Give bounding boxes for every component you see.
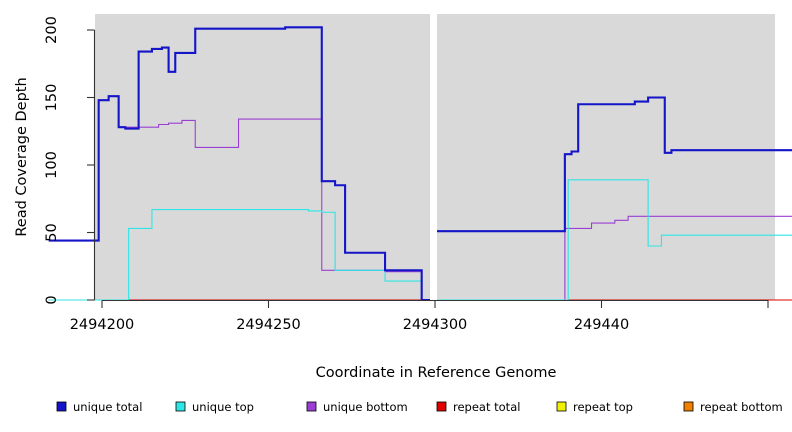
x-tick-label: 249440 xyxy=(574,317,629,333)
series-unique-total xyxy=(48,26,432,302)
legend: unique total unique top unique bottom repea… xyxy=(56,400,783,414)
legend-label: repeat total xyxy=(453,400,520,414)
y-tick-label: 50 xyxy=(44,223,60,241)
series-unique-total-right-block- xyxy=(435,96,792,233)
legend-swatch xyxy=(436,401,447,412)
x-tick-label: 2494200 xyxy=(70,317,135,333)
y-tick-label: 200 xyxy=(44,16,60,44)
legend-label: unique total xyxy=(73,400,142,414)
y-axis xyxy=(87,29,96,301)
y-tick-label: 100 xyxy=(44,151,60,179)
plot-background xyxy=(95,14,775,300)
legend-swatch xyxy=(56,401,67,412)
x-tick-label: 2494250 xyxy=(236,317,301,333)
legend-item-repeat-bottom[interactable]: repeat bottom xyxy=(683,400,783,414)
legend-swatch xyxy=(683,401,694,412)
legend-label: unique top xyxy=(192,400,254,414)
legend-swatch xyxy=(556,401,567,412)
legend-item-repeat-total[interactable]: repeat total xyxy=(436,400,520,414)
y-axis-title: Read Coverage Depth xyxy=(14,77,30,236)
legend-label: unique bottom xyxy=(323,400,408,414)
legend-swatch xyxy=(306,401,317,412)
x-axis-title: Coordinate in Reference Genome xyxy=(316,365,557,381)
data-gap-region xyxy=(430,14,437,302)
x-tick-label: 2494300 xyxy=(403,317,468,333)
legend-item-unique-bottom[interactable]: unique bottom xyxy=(306,400,408,414)
y-tick-labels: 0 50 100 150 200 xyxy=(44,16,60,304)
legend-item-unique-top[interactable]: unique top xyxy=(175,400,254,414)
legend-label: repeat bottom xyxy=(700,400,783,414)
x-axis xyxy=(101,299,769,308)
legend-item-repeat-top[interactable]: repeat top xyxy=(556,400,633,414)
x-tick-labels: 2494200 2494250 2494300 249440 xyxy=(70,317,629,333)
legend-item-unique-total[interactable]: unique total xyxy=(56,400,142,414)
legend-label: repeat top xyxy=(573,400,633,414)
y-tick-label: 0 xyxy=(44,295,60,304)
legend-swatch xyxy=(175,401,186,412)
y-tick-label: 150 xyxy=(44,84,60,112)
